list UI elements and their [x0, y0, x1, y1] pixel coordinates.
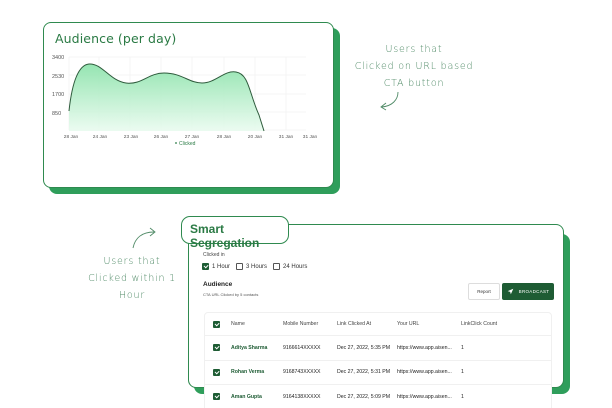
- cell-mobile: 9168743XXXXX: [283, 369, 321, 376]
- audience-heading: Audience: [203, 281, 233, 288]
- x-axis-ticks: 28 Jan 24 Jan 23 Jan 26 Jan 27 Jan 28 Ja…: [64, 134, 318, 140]
- cell-count: 1: [461, 344, 464, 351]
- cell-name: Aditya Sharma: [231, 344, 268, 351]
- time-filters: 1 Hour 3 Hours 24 Hours: [202, 263, 307, 270]
- legend-dot: [175, 142, 177, 144]
- checkbox-checked-icon[interactable]: [202, 263, 209, 270]
- checkbox-icon[interactable]: [236, 263, 244, 270]
- curved-arrow-icon: [132, 227, 156, 249]
- column-header-name[interactable]: Name: [231, 321, 245, 327]
- x-tick: 31 Jan: [303, 134, 318, 140]
- row-checkbox[interactable]: [213, 344, 220, 352]
- table-row[interactable]: Rohan Verma 9168743XXXXX Dec 27, 2022, 5…: [205, 359, 551, 385]
- audience-subtitle: CTA URL Clicked by 5 contacts: [203, 292, 259, 297]
- x-tick: 20 Jan: [248, 134, 263, 140]
- report-button[interactable]: Report: [468, 283, 500, 300]
- curved-arrow-icon: [380, 91, 399, 111]
- x-tick: 28 Jan: [64, 134, 79, 140]
- x-tick: 26 Jan: [154, 134, 169, 140]
- cell-url[interactable]: https://www.app.aisen...: [397, 369, 452, 376]
- send-icon: [507, 288, 513, 295]
- column-header-mobile[interactable]: Mobile Number: [283, 321, 319, 327]
- audience-area-chart: 3400 2530 1700 850 28 Jan 24 Jan 23 Jan …: [52, 55, 318, 147]
- y-axis-ticks: 3400 2530 1700 850: [52, 55, 64, 117]
- legend-clicked[interactable]: Clicked: [179, 141, 196, 147]
- y-tick: 2530: [52, 74, 64, 80]
- filter-24-hours[interactable]: 24 Hours: [273, 263, 307, 270]
- cell-count: 1: [461, 393, 464, 400]
- x-tick: 27 Jan: [185, 134, 200, 140]
- column-header-clicked-at[interactable]: Link Clicked At: [337, 321, 372, 327]
- x-tick: 24 Jan: [93, 134, 108, 140]
- cell-mobile: 9164138XXXXX: [283, 393, 321, 400]
- select-all-checkbox[interactable]: [213, 320, 220, 328]
- table-row[interactable]: Aditya Sharma 9166614XXXXX Dec 27, 2022,…: [205, 335, 551, 360]
- cell-clicked-at: Dec 27, 2022, 5:09 PM: [337, 393, 391, 400]
- audience-table: Name Mobile Number Link Clicked At Your …: [204, 312, 552, 408]
- segregation-title-tab: Smart Segregation: [181, 216, 289, 250]
- checkbox-icon[interactable]: [273, 263, 281, 270]
- filter-3-hours[interactable]: 3 Hours: [236, 263, 267, 270]
- y-tick: 1700: [52, 92, 64, 98]
- x-tick: 28 Jan: [217, 134, 232, 140]
- cell-mobile: 9166614XXXXX: [283, 344, 321, 351]
- cell-name: Aman Gupta: [231, 393, 262, 400]
- segregation-title: Smart Segregation: [190, 222, 260, 250]
- clicked-series-line: [68, 63, 265, 132]
- audience-chart-card: Audience (per day) 3400 253: [43, 22, 334, 188]
- chart-title: Audience (per day): [55, 31, 177, 46]
- cell-count: 1: [461, 369, 464, 376]
- table-header: Name Mobile Number Link Clicked At Your …: [205, 313, 551, 335]
- filter-1-hour[interactable]: 1 Hour: [202, 263, 230, 270]
- annotation-clicked-within-1-hour: Users that Clicked within 1 Hour: [88, 256, 176, 301]
- clicked-in-label: Clicked in: [203, 252, 225, 258]
- column-header-count[interactable]: LinkClick Count: [461, 321, 498, 327]
- row-checkbox[interactable]: [213, 393, 220, 401]
- column-header-url[interactable]: Your URL: [397, 321, 420, 327]
- cell-clicked-at: Dec 27, 2022, 5:35 PM: [337, 344, 391, 351]
- broadcast-button[interactable]: BROADCAST: [502, 283, 554, 300]
- annotation-url-cta: Users that Clicked on URL based CTA butt…: [354, 44, 474, 89]
- x-tick: 23 Jan: [124, 134, 139, 140]
- cell-clicked-at: Dec 27, 2022, 5:31 PM: [337, 369, 391, 376]
- row-checkbox[interactable]: [213, 368, 220, 376]
- cell-name: Rohan Verma: [231, 369, 265, 376]
- cell-url[interactable]: https://www.app.aisen...: [397, 393, 452, 400]
- cell-url[interactable]: https://www.app.aisen...: [397, 344, 452, 351]
- y-tick: 850: [52, 111, 61, 117]
- x-tick: 31 Jan: [279, 134, 294, 140]
- table-row[interactable]: Aman Gupta 9164138XXXXX Dec 27, 2022, 5:…: [205, 384, 551, 408]
- y-tick: 3400: [52, 55, 64, 61]
